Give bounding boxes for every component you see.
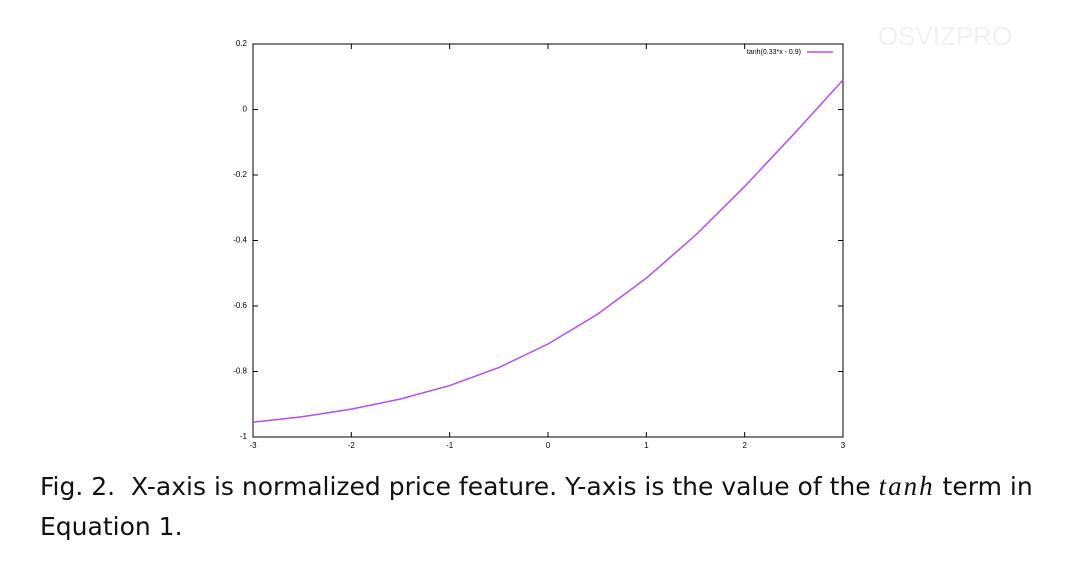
x-tick-label: -1 [446,441,454,450]
caption-math: tanh [878,471,935,501]
x-tick-label: 3 [841,441,846,450]
y-tick-label: -1 [240,432,248,441]
x-tick-label: -3 [249,441,257,450]
line [252,79,844,424]
caption: Fig. 2. X-axis is normalized price featu… [40,466,1050,547]
y-tick-label: -0.8 [233,367,247,376]
legend-label: tanh(0.33*x - 0.9) [747,49,801,56]
caption-label: Fig. 2. [40,472,116,501]
caption-text: X-axis is normalized price feature. Y-ax… [131,472,871,501]
caption-text: term in Equation 1. [40,472,1033,541]
y-tick-label: -0.6 [233,301,247,310]
x-tick-label: 2 [742,441,747,450]
y-tick-label: 0 [243,105,248,114]
y-tick-label: -0.4 [233,236,247,245]
plot-frame [252,43,844,438]
x-tick-label: 0 [546,441,551,450]
y-tick-label: 0.2 [236,39,248,48]
chart: OSVIZPRO -1 -0.8 -0.6 -0.4 -0.2 0 0.2 -3 -2 -1 0 1 2… [233,21,1012,450]
y-tick-label: -0.2 [233,170,247,179]
x-tick-label: -2 [348,441,356,450]
x-tick-label: 1 [644,441,649,450]
watermark: OSVIZPRO [878,21,1012,51]
